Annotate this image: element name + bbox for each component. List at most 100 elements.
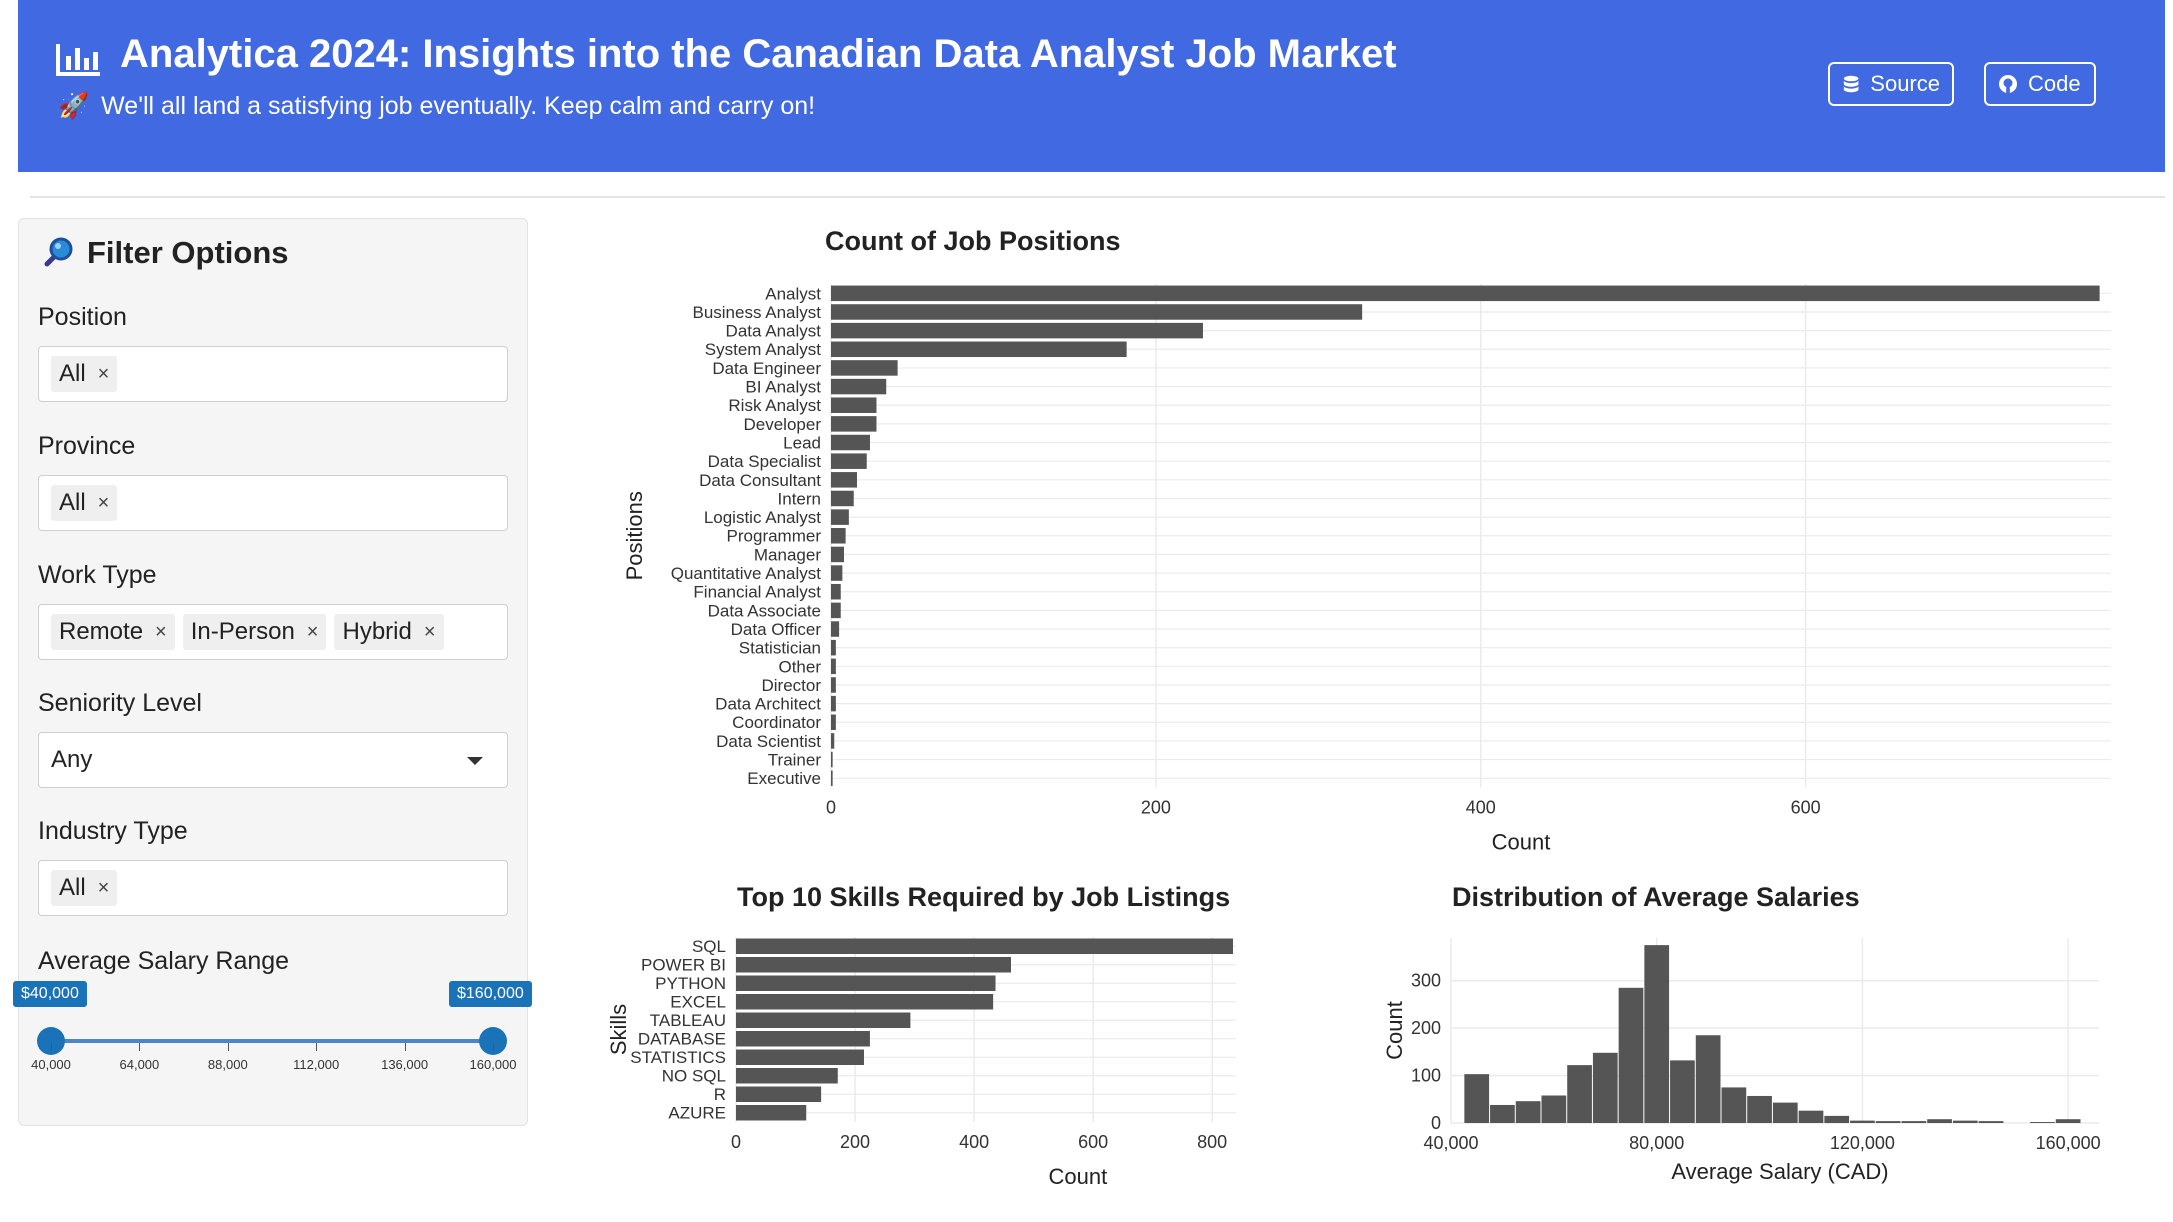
x-tick-label: 200 — [1141, 798, 1171, 818]
bar[interactable] — [831, 341, 1127, 358]
category-label: Trainer — [768, 751, 822, 770]
bar[interactable] — [831, 695, 836, 712]
slider-max-bubble: $160,000 — [449, 981, 532, 1007]
histogram-bar[interactable] — [1824, 1115, 1850, 1123]
slider-tick — [139, 1043, 141, 1051]
bar[interactable] — [831, 322, 1203, 339]
province-select[interactable]: All × — [38, 475, 508, 531]
position-select[interactable]: All × — [38, 346, 508, 402]
slider-track[interactable] — [51, 1039, 493, 1043]
bar[interactable] — [831, 639, 836, 656]
bar[interactable] — [831, 472, 857, 488]
histogram-bar[interactable] — [1772, 1102, 1798, 1123]
slider-tick — [51, 1043, 52, 1051]
bar[interactable] — [831, 714, 836, 731]
histogram-bar[interactable] — [2030, 1122, 2055, 1123]
app-header: Analytica 2024: Insights into the Canadi… — [18, 0, 2165, 172]
histogram-bar[interactable] — [2055, 1119, 2081, 1123]
bar[interactable] — [736, 1086, 822, 1103]
work-type-tag[interactable]: Hybrid × — [334, 614, 444, 650]
bar[interactable] — [831, 416, 877, 432]
salary-range-slider[interactable]: $40,000 $160,000 40,000 64,000 88,000 112,0… — [13, 979, 532, 1099]
remove-tag-icon[interactable]: × — [97, 876, 110, 899]
bar[interactable] — [831, 360, 898, 376]
bar[interactable] — [831, 751, 833, 768]
bar[interactable] — [736, 938, 1234, 955]
x-axis-title: Count — [1049, 1164, 1108, 1189]
bar[interactable] — [736, 994, 994, 1010]
histogram-bar[interactable] — [1747, 1095, 1772, 1123]
histogram-bar[interactable] — [1567, 1065, 1592, 1123]
bar[interactable] — [736, 1105, 807, 1121]
page-subtitle: 🚀 We'll all land a satisfying job eventua… — [58, 92, 815, 121]
bar[interactable] — [831, 583, 841, 600]
seniority-dropdown[interactable]: Any — [38, 732, 508, 788]
remove-tag-icon[interactable]: × — [306, 620, 319, 643]
industry-label: Industry Type — [38, 817, 188, 845]
remove-tag-icon[interactable]: × — [155, 620, 167, 643]
remove-tag-icon[interactable]: × — [97, 362, 110, 385]
x-axis-title: Average Salary (CAD) — [1671, 1159, 1888, 1184]
bar[interactable] — [831, 770, 833, 786]
bar[interactable] — [831, 677, 836, 693]
histogram-bar[interactable] — [1875, 1121, 1901, 1123]
work-type-tag[interactable]: In-Person × — [182, 614, 327, 650]
bar[interactable] — [831, 378, 887, 395]
work-type-tag[interactable]: Remote × — [51, 614, 175, 650]
bar[interactable] — [831, 602, 841, 619]
bar[interactable] — [736, 957, 1011, 973]
histogram-bar[interactable] — [1490, 1104, 1515, 1123]
bar[interactable] — [736, 1012, 911, 1029]
y-tick-label: 200 — [1411, 1018, 1441, 1038]
bar[interactable] — [831, 397, 877, 413]
histogram-bar[interactable] — [1952, 1120, 1978, 1123]
province-tag[interactable]: All × — [51, 485, 118, 521]
bar[interactable] — [736, 975, 996, 992]
y-tick-label: 300 — [1411, 971, 1441, 991]
bar[interactable] — [831, 528, 846, 544]
source-button[interactable]: Source — [1828, 62, 1954, 106]
work-type-select[interactable]: Remote × In-Person × Hybrid × — [38, 604, 508, 660]
histogram-bar[interactable] — [1515, 1101, 1541, 1123]
bar[interactable] — [831, 565, 843, 581]
bar[interactable] — [831, 509, 849, 525]
histogram-bar[interactable] — [1721, 1087, 1747, 1123]
bar[interactable] — [831, 490, 854, 507]
bar[interactable] — [831, 453, 867, 469]
bar[interactable] — [736, 1049, 864, 1066]
histogram-bar[interactable] — [1978, 1121, 2004, 1123]
histogram-bar[interactable] — [1541, 1095, 1567, 1123]
bar[interactable] — [831, 285, 2100, 302]
code-button[interactable]: Code — [1984, 62, 2096, 106]
filter-title-text: Filter Options — [87, 235, 289, 270]
bar[interactable] — [831, 658, 836, 675]
bar[interactable] — [831, 304, 1363, 320]
position-tag[interactable]: All × — [51, 356, 118, 392]
database-icon — [1843, 75, 1859, 93]
bar[interactable] — [736, 1068, 838, 1084]
histogram-bar[interactable] — [1695, 1035, 1721, 1123]
category-label: Logistic Analyst — [704, 508, 821, 527]
bar[interactable] — [736, 1031, 870, 1047]
bar[interactable] — [831, 434, 870, 451]
remove-tag-icon[interactable]: × — [97, 491, 110, 514]
remove-tag-icon[interactable]: × — [423, 620, 436, 643]
histogram-bar[interactable] — [1592, 1052, 1618, 1123]
histogram-bar[interactable] — [1901, 1121, 1927, 1123]
industry-tag[interactable]: All × — [51, 870, 118, 906]
histogram-bar[interactable] — [1464, 1074, 1490, 1123]
category-label: Data Engineer — [712, 359, 821, 378]
histogram-bar[interactable] — [1850, 1120, 1875, 1123]
histogram-bar[interactable] — [1644, 945, 1670, 1123]
bar[interactable] — [831, 546, 844, 563]
histogram-bar[interactable] — [1618, 987, 1644, 1123]
histogram-bar[interactable] — [1927, 1119, 1952, 1123]
industry-select[interactable]: All × — [38, 860, 508, 916]
category-label: Data Associate — [708, 601, 821, 620]
bar[interactable] — [831, 621, 840, 637]
category-label: Data Scientist — [716, 732, 821, 751]
bar[interactable] — [831, 733, 835, 749]
histogram-bar[interactable] — [1798, 1110, 1824, 1123]
category-label: SQL — [692, 937, 726, 956]
histogram-bar[interactable] — [1670, 1060, 1695, 1123]
